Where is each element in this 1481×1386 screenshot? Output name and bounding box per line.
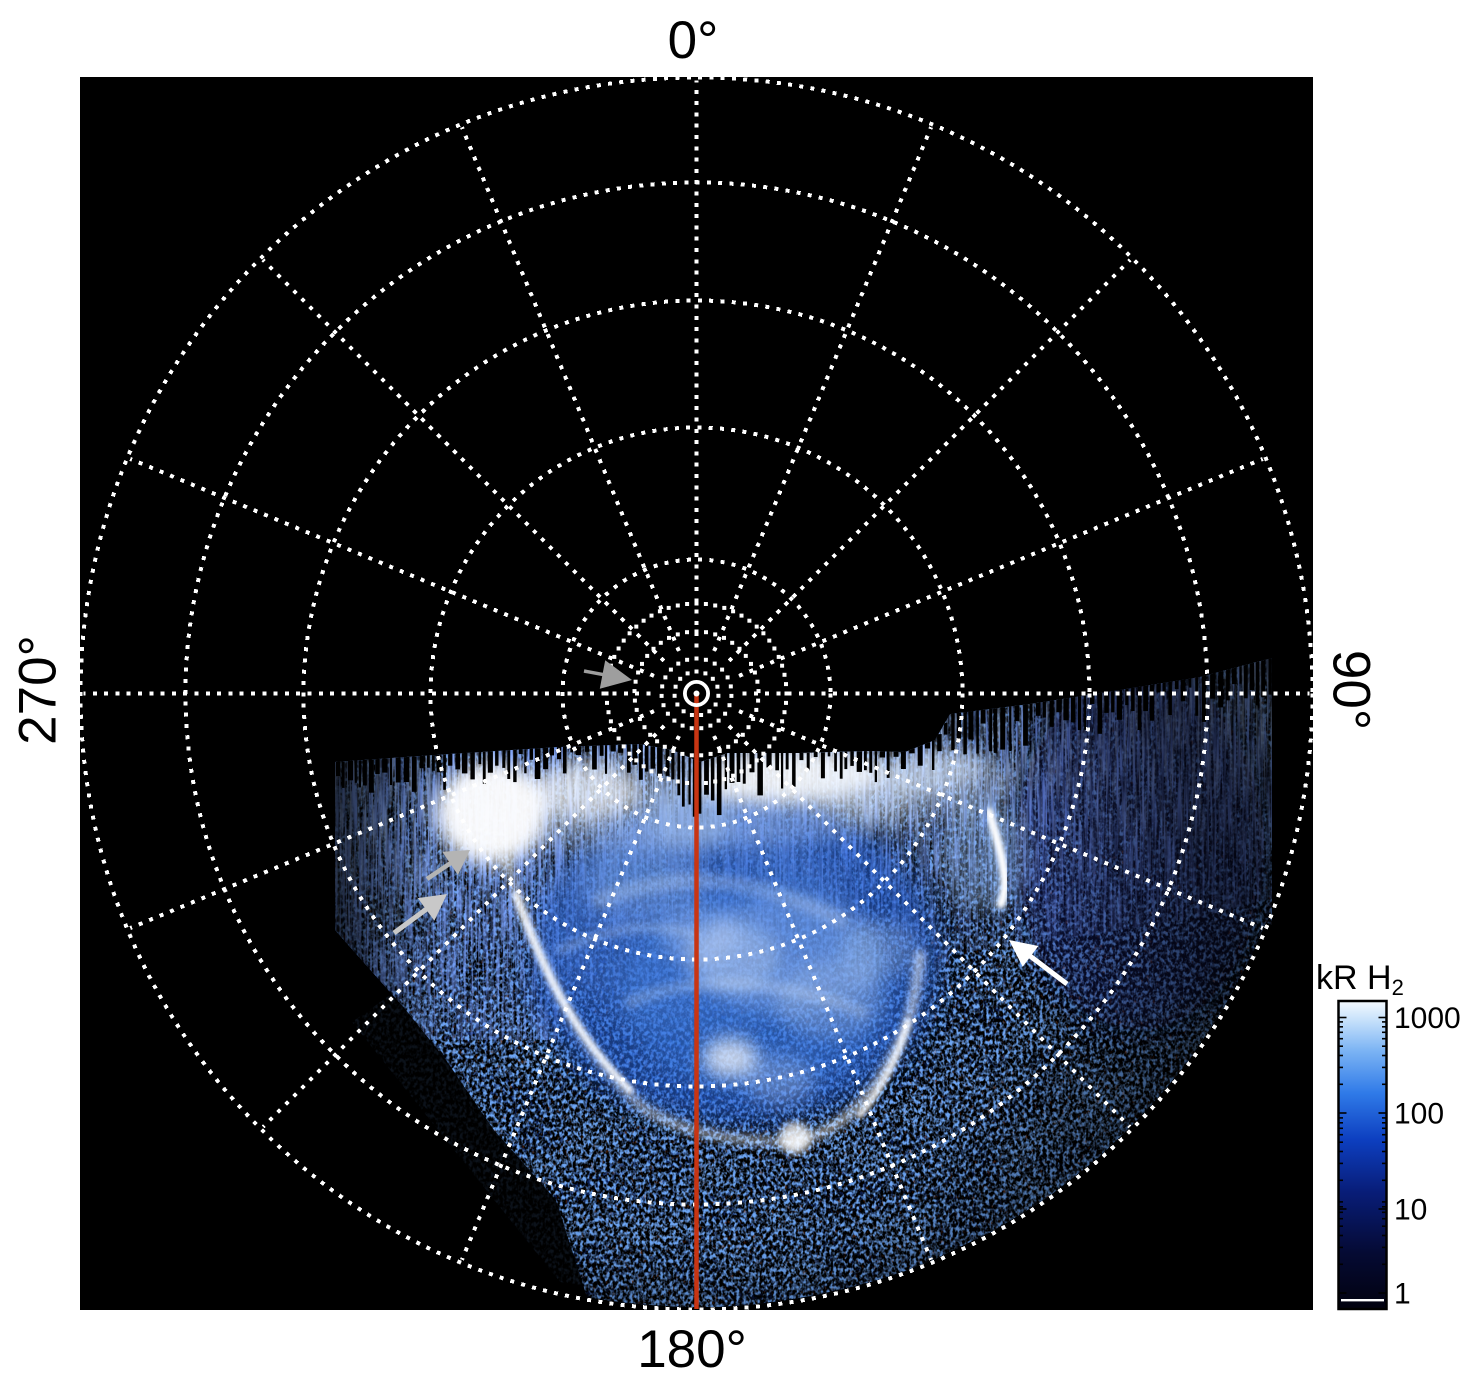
svg-text:0°: 0° — [668, 11, 719, 70]
svg-text:kR H2: kR H2 — [1316, 959, 1404, 1000]
svg-text:10: 10 — [1394, 1194, 1427, 1227]
svg-text:270°: 270° — [9, 635, 68, 745]
svg-text:180°: 180° — [637, 1320, 747, 1379]
svg-text:1: 1 — [1394, 1278, 1411, 1311]
svg-text:100: 100 — [1394, 1098, 1444, 1131]
svg-text:90°: 90° — [1322, 650, 1381, 730]
svg-text:1000: 1000 — [1394, 1002, 1461, 1035]
